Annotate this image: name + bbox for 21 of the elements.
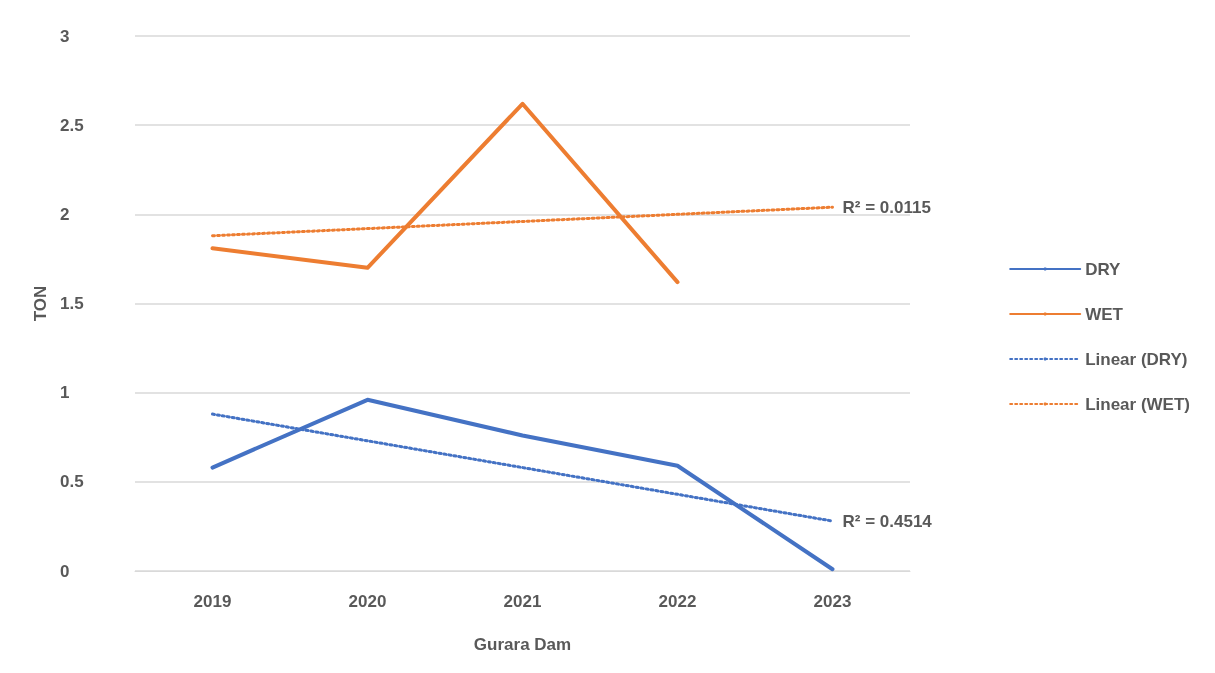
- y-tick-label: 0.5: [60, 472, 84, 492]
- legend-label: Linear (DRY): [1085, 349, 1188, 369]
- annotation: R² = 0.4514: [842, 511, 933, 531]
- y-tick-label: 3: [60, 26, 70, 46]
- y-axis-title: TON: [31, 285, 51, 322]
- legend-label: WET: [1085, 304, 1124, 324]
- x-tick-label: 2019: [193, 592, 232, 611]
- y-tick-label: 0: [60, 561, 70, 581]
- annotation: R² = 0.0115: [842, 197, 931, 217]
- line-series: [210, 397, 835, 572]
- x-tick-label: 2023: [813, 592, 852, 611]
- x-axis-title: Gurara Dam: [473, 635, 572, 654]
- y-tick-label: 1.5: [60, 294, 84, 313]
- x-tick-label: 2020: [348, 592, 387, 611]
- x-tick-label: 2021: [503, 592, 542, 611]
- y-tick-label: 2: [60, 204, 70, 224]
- x-tick-label: 2022: [658, 592, 697, 611]
- y-tick-label: 2.5: [60, 115, 84, 135]
- legend-label: DRY: [1085, 259, 1122, 279]
- y-tick-label: 1: [60, 383, 70, 403]
- legend-label: Linear (WET): [1085, 394, 1191, 414]
